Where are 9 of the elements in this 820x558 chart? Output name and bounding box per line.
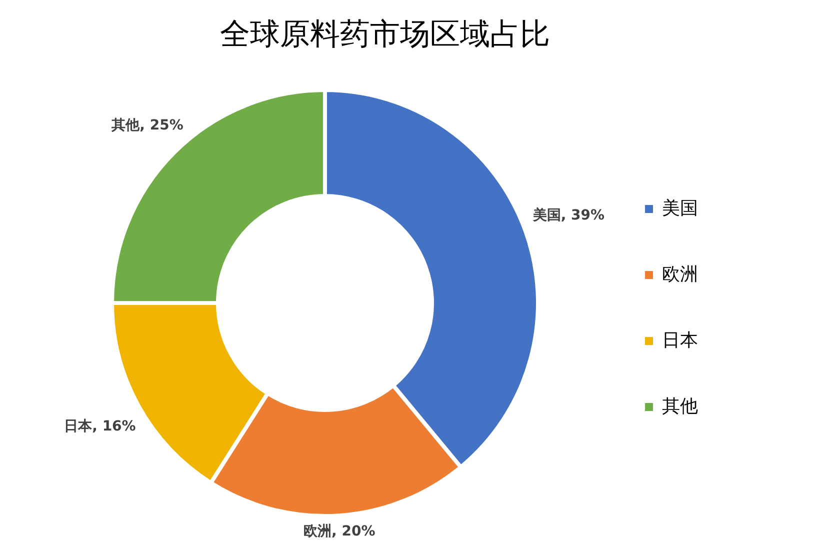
chart-title: 全球原料药市场区域占比 [220, 17, 550, 52]
legend-label: 其他 [662, 396, 698, 417]
data-label: 欧洲, 20% [304, 524, 376, 540]
data-label: 日本, 16% [64, 418, 136, 435]
legend-label: 日本 [662, 330, 698, 351]
legend-label: 欧洲 [662, 264, 698, 285]
legend-label: 美国 [662, 198, 698, 219]
data-label: 其他, 25% [110, 117, 184, 134]
data-label: 美国, 39% [532, 206, 605, 224]
